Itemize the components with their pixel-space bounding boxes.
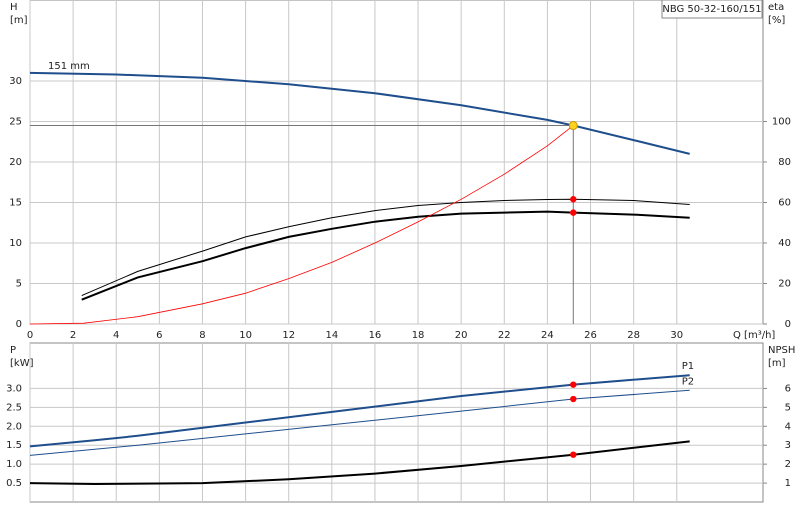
x-tick-label: 28 bbox=[627, 330, 640, 341]
y-tick-label: 1.0 bbox=[6, 459, 22, 470]
curve-label: 151 mm bbox=[48, 61, 90, 72]
y-tick-label: 3.0 bbox=[6, 383, 22, 394]
curve bbox=[29, 71, 690, 155]
y2-tick-label: 1 bbox=[785, 478, 791, 489]
y2-tick-label: 20 bbox=[778, 279, 791, 290]
y-tick-label: 15 bbox=[9, 198, 22, 209]
x-tick-label: 18 bbox=[412, 330, 425, 341]
x-tick-label: 16 bbox=[369, 330, 382, 341]
chart-title: NBG 50-32-160/151 bbox=[662, 4, 761, 15]
x-tick-label: 0 bbox=[27, 330, 33, 341]
y-tick-label: 2.0 bbox=[6, 421, 22, 432]
y2-tick-label: 2 bbox=[785, 459, 791, 470]
operating-point bbox=[570, 395, 577, 403]
y2-tick-label: 4 bbox=[785, 421, 791, 432]
operating-point bbox=[570, 451, 577, 458]
x-tick-label: 4 bbox=[113, 330, 119, 341]
y2-axis-label: NPSH bbox=[768, 345, 795, 356]
y-tick-label: 0 bbox=[16, 319, 22, 330]
x-tick-label: 8 bbox=[199, 330, 205, 341]
x-axis-label: Q [m³/h] bbox=[733, 330, 775, 341]
y2-tick-label: 40 bbox=[778, 238, 791, 249]
curve bbox=[29, 374, 690, 448]
operating-point bbox=[570, 196, 577, 203]
y2-tick-label: 6 bbox=[785, 383, 791, 394]
y2-tick-label: 5 bbox=[785, 402, 791, 413]
y-tick-label: 2.5 bbox=[6, 402, 22, 413]
y2-axis-label: eta bbox=[768, 2, 784, 13]
operating-point bbox=[568, 121, 578, 131]
y-tick-label: 30 bbox=[9, 76, 22, 87]
x-tick-label: 10 bbox=[239, 330, 252, 341]
y2-axis-unit: [m] bbox=[768, 358, 786, 369]
y-tick-label: 5 bbox=[16, 279, 22, 290]
y2-tick-label: 80 bbox=[778, 157, 791, 168]
x-tick-label: 20 bbox=[455, 330, 468, 341]
y2-axis-unit: [%] bbox=[768, 15, 785, 26]
y2-tick-label: 60 bbox=[778, 198, 791, 209]
curve bbox=[81, 198, 690, 297]
curve bbox=[81, 210, 690, 301]
x-tick-label: 24 bbox=[541, 330, 554, 341]
x-tick-label: 30 bbox=[670, 330, 683, 341]
curve bbox=[29, 440, 690, 486]
y-axis-unit: [m] bbox=[10, 15, 28, 26]
y-tick-label: 25 bbox=[9, 117, 22, 128]
x-tick-label: 12 bbox=[282, 330, 295, 341]
y2-tick-label: 100 bbox=[772, 117, 791, 128]
curve-label: P2 bbox=[682, 376, 694, 387]
y-tick-label: 10 bbox=[9, 238, 22, 249]
x-tick-label: 6 bbox=[156, 330, 162, 341]
operating-point bbox=[570, 381, 577, 388]
curve-label: P1 bbox=[682, 361, 694, 372]
title-box bbox=[661, 0, 763, 19]
y-axis-label: P bbox=[10, 345, 16, 356]
x-tick-label: 22 bbox=[498, 330, 511, 341]
y2-tick-label: 3 bbox=[785, 440, 791, 451]
y-tick-label: 1.5 bbox=[6, 440, 22, 451]
x-tick-label: 2 bbox=[70, 330, 76, 341]
y-axis-label: H bbox=[10, 2, 18, 13]
y-tick-label: 0.5 bbox=[6, 478, 22, 489]
curve bbox=[29, 125, 574, 325]
x-tick-label: 26 bbox=[584, 330, 597, 341]
y2-tick-label: 0 bbox=[785, 319, 791, 330]
y-tick-label: 20 bbox=[9, 157, 22, 168]
operating-point bbox=[570, 209, 577, 216]
x-tick-label: 14 bbox=[325, 330, 338, 341]
y-axis-unit: [kW] bbox=[10, 358, 34, 369]
